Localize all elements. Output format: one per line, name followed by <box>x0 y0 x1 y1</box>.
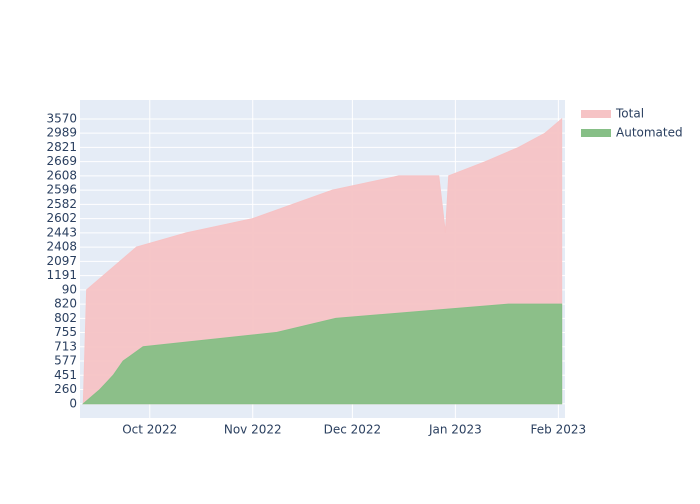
area <box>81 303 563 405</box>
y-tick-label: 1191 <box>46 268 77 282</box>
y-tick-label: 260 <box>54 382 77 396</box>
x-tick-label: Feb 2023 <box>531 423 587 437</box>
y-tick-label: 3570 <box>46 111 77 125</box>
y-tick-label: 2097 <box>46 254 77 268</box>
x-tick-label: Dec 2022 <box>324 423 382 437</box>
legend-swatch <box>581 110 611 118</box>
legend-label: Automated <box>616 126 683 140</box>
legend-label: Total <box>615 107 644 121</box>
y-tick-label: 0 <box>69 396 77 410</box>
x-tick-label: Oct 2022 <box>122 423 177 437</box>
x-tick-label: Nov 2022 <box>224 423 282 437</box>
y-tick-label: 577 <box>54 354 77 368</box>
y-tick-label: 2582 <box>46 197 77 211</box>
legend-swatch <box>581 129 611 137</box>
y-tick-label: 2596 <box>46 183 77 197</box>
y-tick-label: 713 <box>54 339 77 353</box>
y-tick-label: 2608 <box>46 168 77 182</box>
x-tick-label: Jan 2023 <box>428 423 482 437</box>
y-tick-label: 2989 <box>46 126 77 140</box>
y-tick-label: 755 <box>54 325 77 339</box>
y-tick-label: 2602 <box>46 211 77 225</box>
y-tick-label: 820 <box>54 297 77 311</box>
y-tick-label: 2669 <box>46 154 77 168</box>
y-tick-label: 802 <box>54 311 77 325</box>
y-tick-label: 90 <box>62 282 77 296</box>
y-tick-label: 2821 <box>46 140 77 154</box>
y-tick-label: 2443 <box>46 225 77 239</box>
y-tick-label: 451 <box>54 368 77 382</box>
y-tick-label: 2408 <box>46 240 77 254</box>
